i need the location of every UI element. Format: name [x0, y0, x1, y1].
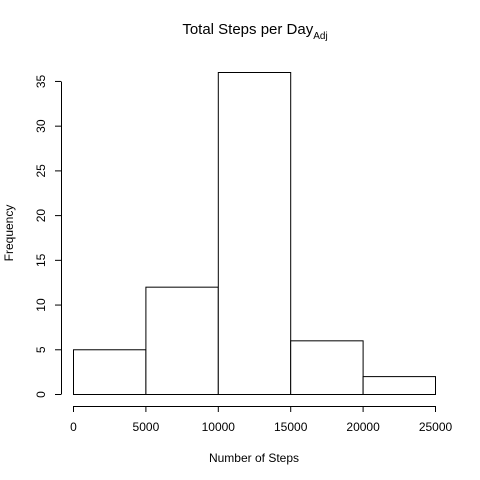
- histogram-bar-5: [362, 376, 437, 396]
- histogram-bar-3: [217, 72, 292, 395]
- chart-title-main: Total Steps per Day: [182, 21, 313, 38]
- y-axis-label: Frequency: [2, 205, 16, 262]
- chart-title: Total Steps per DayAdj: [182, 21, 327, 42]
- y-tick-label: 35: [34, 74, 48, 88]
- y-tick-label: 15: [34, 253, 48, 267]
- y-tick-label: 25: [34, 164, 48, 178]
- histogram-bar-4: [290, 340, 364, 396]
- x-tick-label: 0: [70, 420, 77, 434]
- y-tick-label: 20: [34, 209, 48, 223]
- x-tick-label: 25000: [419, 420, 453, 434]
- chart-title-subscript: Adj: [313, 31, 327, 42]
- x-tick-label: 5000: [133, 420, 160, 434]
- y-tick-label: 0: [34, 391, 48, 398]
- x-axis-label: Number of Steps: [209, 451, 299, 465]
- x-tick-label: 15000: [274, 420, 308, 434]
- y-tick-label: 30: [34, 119, 48, 133]
- x-axis: 0 5000 10000 15000 20000 25000: [70, 406, 453, 434]
- histogram-bar-2: [145, 286, 219, 395]
- y-tick-label: 5: [34, 346, 48, 353]
- y-axis: 0 5 10 15 20 25 30 35: [34, 74, 62, 398]
- bars-group: [73, 72, 437, 396]
- histogram-bar-1: [73, 349, 147, 395]
- x-tick-label: 10000: [202, 420, 236, 434]
- y-tick-label: 10: [34, 298, 48, 312]
- x-tick-label: 20000: [346, 420, 380, 434]
